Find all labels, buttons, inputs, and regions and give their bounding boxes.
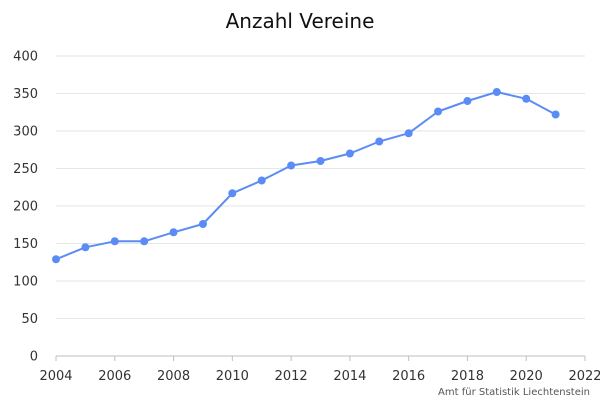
x-tick-label: 2022 (568, 369, 600, 384)
series-layer (52, 88, 560, 264)
data-point[interactable] (375, 137, 384, 146)
x-tick-label: 2020 (510, 369, 543, 384)
gridlines (56, 55, 585, 319)
data-point[interactable] (316, 157, 325, 165)
y-tick-label: 400 (13, 50, 38, 65)
y-axis-ticks: 0 50 100 150 200 250 300 350 400 (13, 50, 38, 365)
x-tick-label: 2012 (275, 369, 308, 384)
y-tick-label: 200 (13, 200, 38, 215)
data-point[interactable] (52, 255, 60, 264)
data-point[interactable] (257, 176, 266, 185)
y-tick-label: 300 (13, 125, 38, 140)
y-tick-label: 250 (13, 162, 38, 177)
data-point[interactable] (522, 94, 531, 103)
data-point[interactable] (463, 97, 472, 105)
x-tick-label: 2016 (392, 369, 425, 384)
y-tick-label: 150 (13, 237, 38, 252)
axes (55, 355, 586, 361)
data-point[interactable] (140, 237, 149, 246)
chart-title: Anzahl Vereine (226, 9, 375, 33)
x-tick-label: 2006 (98, 369, 131, 384)
data-point[interactable] (287, 161, 296, 170)
data-point[interactable] (404, 129, 413, 138)
data-point[interactable] (110, 237, 119, 246)
data-point[interactable] (81, 243, 90, 252)
data-point[interactable] (434, 107, 443, 116)
x-axis-ticks: 2004 2006 2008 2010 2012 2014 2016 2018 2020 2022 (39, 369, 600, 384)
data-point[interactable] (492, 88, 501, 96)
y-tick-label: 100 (13, 275, 38, 290)
data-point[interactable] (551, 110, 560, 119)
x-tick-label: 2008 (157, 369, 190, 384)
y-tick-label: 0 (30, 350, 38, 365)
y-tick-label: 350 (13, 87, 38, 102)
data-point[interactable] (169, 228, 178, 237)
x-tick-label: 2018 (451, 369, 484, 384)
data-point[interactable] (228, 189, 237, 198)
data-point[interactable] (345, 149, 354, 158)
data-point[interactable] (198, 220, 207, 228)
x-tick-label: 2010 (216, 369, 249, 384)
y-tick-label: 50 (21, 312, 38, 327)
series-line (55, 91, 557, 261)
source-credit: Amt für Statistik Liechtenstein (438, 387, 590, 398)
x-tick-label: 2004 (39, 369, 72, 384)
x-tick-label: 2014 (333, 369, 366, 384)
